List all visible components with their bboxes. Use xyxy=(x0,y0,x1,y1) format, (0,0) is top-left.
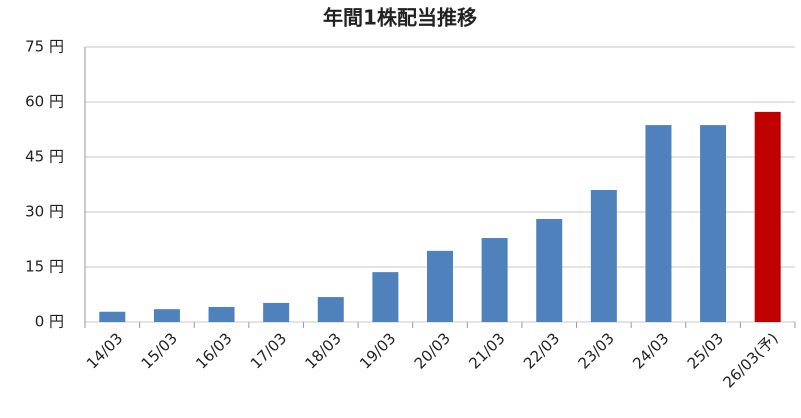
bar xyxy=(99,311,126,322)
x-tick-label: 23/03 xyxy=(575,329,618,372)
bar xyxy=(427,250,453,322)
bar xyxy=(645,125,672,322)
y-tick-label: 15 円 xyxy=(25,258,64,276)
bar xyxy=(590,190,617,322)
y-tick-label: 0 円 xyxy=(35,313,64,331)
x-tick-label: 17/03 xyxy=(247,329,290,372)
x-tick-label: 16/03 xyxy=(192,329,235,372)
x-tick-label: 19/03 xyxy=(356,329,399,372)
bar xyxy=(754,111,781,323)
bar xyxy=(536,218,563,322)
x-tick-label: 15/03 xyxy=(138,329,181,372)
x-tick-label: 22/03 xyxy=(520,329,563,372)
bar xyxy=(263,302,290,322)
x-tick-label: 26/03(予) xyxy=(720,329,782,391)
bar xyxy=(372,272,399,322)
bar xyxy=(153,309,180,322)
chart-title: 年間1株配当推移 xyxy=(323,6,477,30)
x-tick-label: 18/03 xyxy=(301,329,344,372)
y-tick-label: 45 円 xyxy=(25,148,64,166)
bar xyxy=(700,125,727,322)
bar xyxy=(317,297,344,322)
y-tick-label: 75 円 xyxy=(25,38,64,56)
x-tick-label: 25/03 xyxy=(684,329,727,372)
x-tick-label: 21/03 xyxy=(465,329,508,372)
x-tick-label: 14/03 xyxy=(83,329,126,372)
bar xyxy=(481,238,508,322)
x-tick-label: 24/03 xyxy=(629,329,672,372)
x-tick-label: 20/03 xyxy=(411,329,454,372)
y-tick-label: 30 円 xyxy=(25,203,64,221)
bar xyxy=(208,306,235,322)
y-tick-label: 60 円 xyxy=(25,93,64,111)
